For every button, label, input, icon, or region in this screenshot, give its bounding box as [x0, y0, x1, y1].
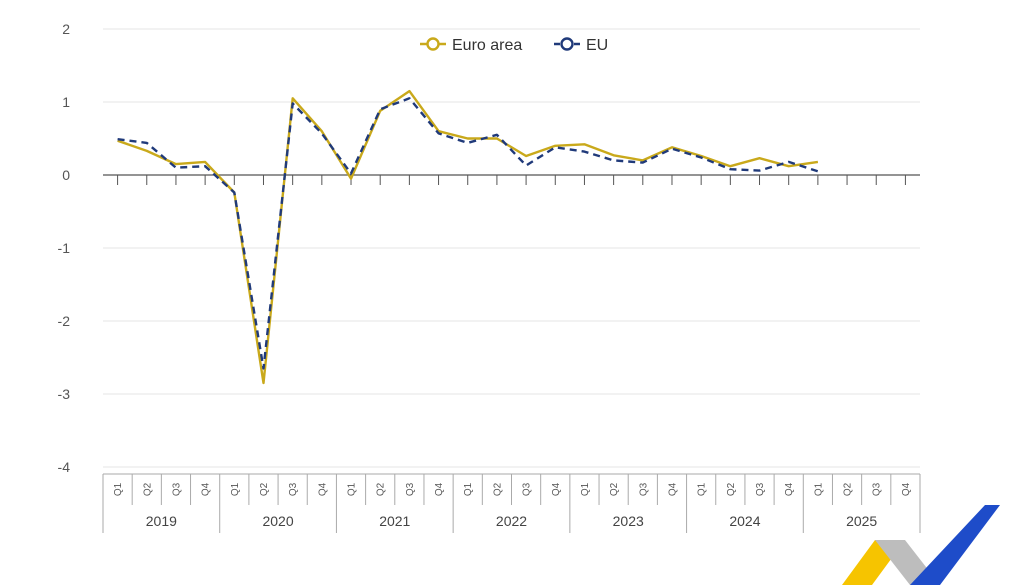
x-tick-year: 2020	[262, 513, 293, 529]
x-tick-year: 2022	[496, 513, 527, 529]
x-tick-quarter: Q4	[317, 482, 328, 496]
x-tick-year: 2019	[146, 513, 177, 529]
x-tick-quarter: Q1	[230, 482, 241, 496]
logo-blue-stripe	[910, 505, 1000, 585]
x-tick-quarter: Q1	[463, 482, 474, 496]
x-tick-quarter: Q4	[551, 482, 562, 496]
x-tick-quarter: Q4	[901, 482, 912, 496]
legend-item[interactable]: EU	[554, 37, 608, 54]
y-tick-label: 2	[62, 21, 70, 37]
legend[interactable]: Euro area EU	[420, 37, 608, 54]
y-tick-label: 1	[62, 94, 70, 110]
legend-label: EU	[586, 37, 608, 54]
y-tick-label: 0	[62, 167, 70, 183]
x-tick-year: 2024	[729, 513, 760, 529]
x-tick-year: 2023	[613, 513, 644, 529]
series-line-eu	[117, 97, 819, 370]
x-tick-quarter: Q3	[522, 482, 533, 496]
x-tick-quarter: Q1	[347, 482, 358, 496]
x-tick-year: 2021	[379, 513, 410, 529]
x-tick-quarter: Q4	[667, 482, 678, 496]
x-tick-quarter: Q2	[492, 482, 503, 496]
grid-lines	[103, 28, 920, 468]
x-tick-year: 2025	[846, 513, 877, 529]
x-tick-quarter: Q1	[580, 482, 591, 496]
x-tick-quarter: Q3	[755, 482, 766, 496]
x-tick-quarter: Q2	[726, 482, 737, 496]
x-tick-quarter: Q4	[434, 482, 445, 496]
x-tick-quarter: Q1	[813, 482, 824, 496]
x-tick-quarter: Q2	[843, 482, 854, 496]
x-tick-quarter: Q3	[171, 482, 182, 496]
eurostat-logo	[842, 505, 1000, 585]
x-axis: Q1 Q2 Q3 Q4 Q1 Q2 Q3 Q4 Q1 Q2 Q3 Q4 Q1 Q2 Q3 Q4 Q1 Q2 Q3 Q4…	[102, 174, 921, 533]
x-tick-quarter: Q4	[784, 482, 795, 496]
series-lines	[117, 89, 819, 385]
x-tick-quarter: Q3	[872, 482, 883, 496]
y-tick-label: -4	[58, 459, 71, 475]
x-tick-quarter: Q2	[142, 482, 153, 496]
x-tick-quarter: Q1	[697, 482, 708, 496]
series-line-euro-area	[117, 89, 819, 385]
y-tick-label: -3	[58, 386, 71, 402]
y-tick-label: -2	[58, 313, 71, 329]
legend-label: Euro area	[452, 37, 522, 54]
x-tick-quarter: Q3	[288, 482, 299, 496]
x-tick-quarter: Q2	[609, 482, 620, 496]
y-tick-label: -1	[58, 240, 71, 256]
x-tick-quarter: Q3	[638, 482, 649, 496]
legend-item[interactable]: Euro area	[420, 37, 522, 54]
x-tick-quarter: Q4	[201, 482, 212, 496]
x-tick-quarter: Q1	[113, 482, 124, 496]
x-tick-quarter: Q3	[405, 482, 416, 496]
x-tick-quarter: Q2	[259, 482, 270, 496]
y-axis: 2 1 0 -1 -2 -3 -4	[58, 21, 71, 475]
legend-marker-icon	[426, 37, 440, 51]
x-tick-quarter: Q2	[376, 482, 387, 496]
legend-marker-icon	[560, 37, 574, 51]
